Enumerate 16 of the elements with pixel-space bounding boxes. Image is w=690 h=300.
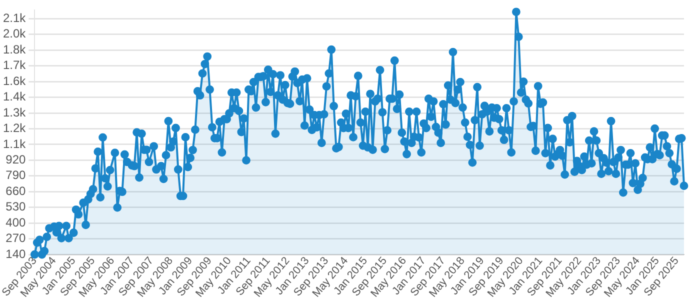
y-tick-label: 660 — [6, 184, 26, 198]
y-tick-label: 1.8k — [2, 42, 27, 56]
y-tick-label: 790 — [6, 168, 26, 182]
y-tick-label: 1.7k — [2, 58, 27, 72]
y-tick-label: 140 — [6, 246, 26, 261]
y-tick-label: 2.1k — [2, 10, 27, 25]
y-tick-label: 400 — [6, 215, 26, 230]
y-tick-label: 1.6k — [2, 74, 27, 88]
y-tick-label: 1.3k — [2, 105, 27, 120]
y-tick-label: 1.1k — [2, 136, 27, 151]
y-tick-label: 1.4k — [2, 90, 27, 104]
y-tick-label: 2.0k — [2, 26, 27, 41]
y-tick-label: 1.2k — [2, 121, 27, 136]
y-tick-label: 270 — [6, 231, 26, 246]
y-tick-label: 920 — [6, 152, 26, 166]
y-tick-label: 530 — [6, 200, 26, 214]
